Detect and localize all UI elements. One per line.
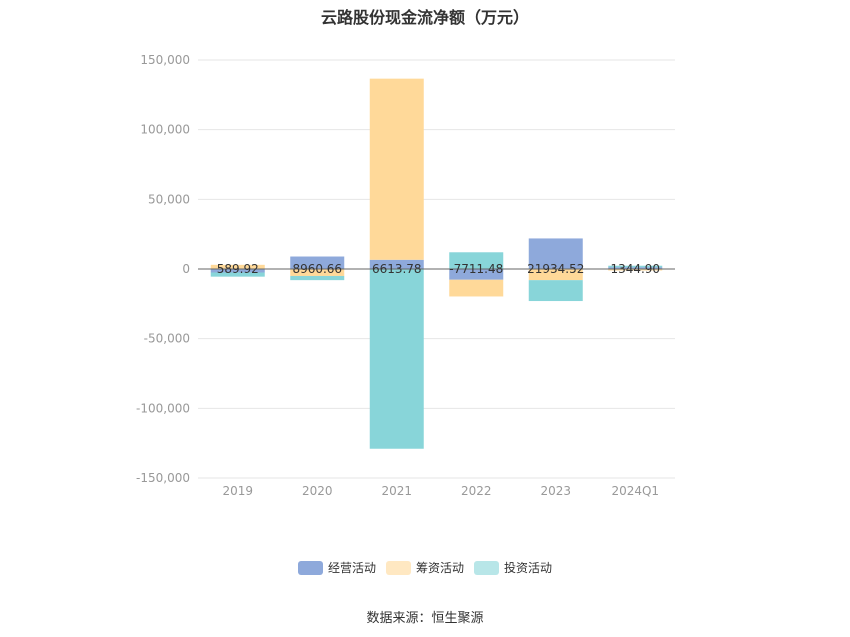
chart-title: 云路股份现金流净额（万元） — [320, 8, 529, 27]
data-label: 1344.90 — [610, 262, 660, 276]
bar-financing-2022 — [449, 279, 504, 297]
x-tick-label: 2024Q1 — [611, 484, 659, 498]
bar-operating-2021 — [369, 259, 424, 269]
y-tick-label: 50,000 — [148, 192, 190, 206]
x-tick-label: 2020 — [302, 484, 333, 498]
bar-financing-2020 — [290, 269, 345, 276]
bar-investing-2023 — [528, 280, 583, 302]
data-label: -7711.48 — [449, 262, 503, 276]
x-tick-label: 2023 — [540, 484, 571, 498]
bar-operating-2020 — [290, 256, 345, 269]
bar-operating-2019 — [210, 269, 265, 273]
bar-financing-2021 — [369, 78, 424, 260]
data-label: 8960.66 — [292, 262, 342, 276]
bar-investing-2024Q1 — [608, 265, 663, 268]
y-tick-label: -50,000 — [144, 332, 190, 346]
x-tick-label: 2019 — [222, 484, 253, 498]
bar-financing-2024Q1 — [608, 269, 663, 271]
data-label: 21934.52 — [527, 262, 584, 276]
y-tick-label: 100,000 — [140, 123, 190, 137]
legend-operating-label[interactable]: 经营活动 — [328, 561, 376, 575]
bar-financing-2019 — [210, 264, 265, 269]
bar-investing-2022 — [449, 252, 504, 269]
legend-investing-swatch[interactable] — [474, 561, 499, 575]
legend-financing-label[interactable]: 筹资活动 — [416, 561, 464, 575]
data-label: 6613.78 — [372, 262, 422, 276]
legend-investing-label[interactable]: 投资活动 — [504, 560, 552, 575]
data-label: 589.92 — [217, 262, 259, 276]
legend-financing-swatch[interactable] — [386, 561, 411, 575]
bar-operating-2022 — [449, 269, 504, 280]
bar-operating-2024Q1 — [608, 267, 663, 269]
source-note: 数据来源：恒生聚源 — [366, 611, 484, 626]
bar-investing-2019 — [210, 272, 265, 277]
bar-investing-2021 — [369, 269, 424, 449]
bar-operating-2023 — [528, 238, 583, 269]
y-tick-label: -100,000 — [136, 401, 190, 415]
y-tick-label: -150,000 — [136, 471, 190, 485]
x-tick-label: 2022 — [461, 484, 492, 498]
bar-investing-2020 — [290, 275, 345, 281]
y-tick-label: 0 — [182, 262, 190, 276]
y-tick-label: 150,000 — [140, 53, 190, 67]
bar-financing-2023 — [528, 269, 583, 281]
legend-operating-swatch[interactable] — [298, 561, 323, 575]
x-tick-label: 2021 — [381, 484, 412, 498]
